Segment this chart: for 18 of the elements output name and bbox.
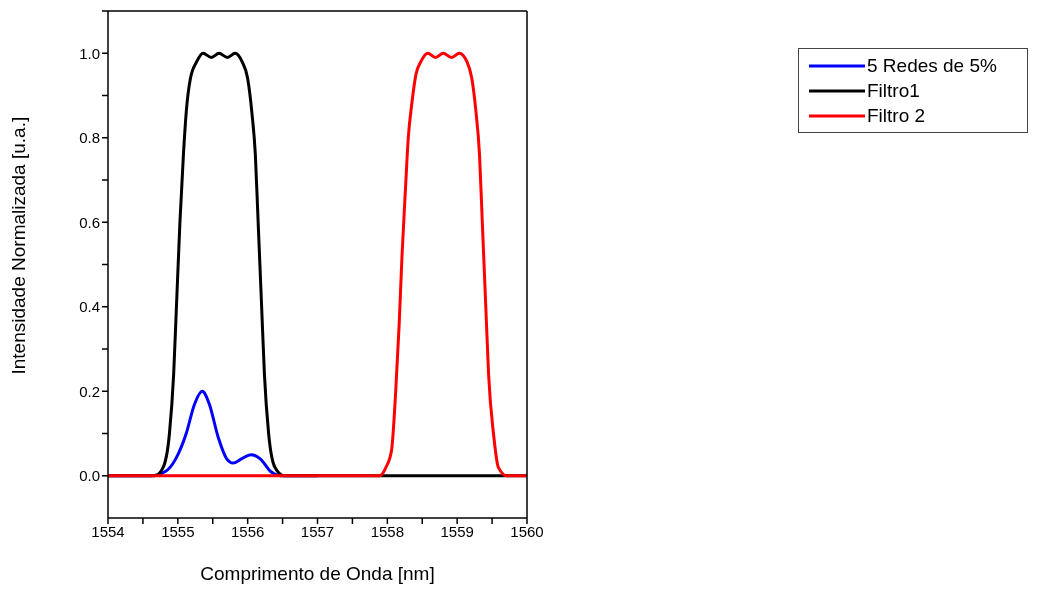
legend-label: 5 Redes de 5% xyxy=(867,54,997,77)
y-tick-label: 0.8 xyxy=(79,129,100,147)
y-tick-label: 0.4 xyxy=(79,298,100,316)
y-tick-label: 1.0 xyxy=(79,44,100,62)
x-tick-label: 1557 xyxy=(300,522,335,540)
x-tick-label: 1554 xyxy=(91,522,125,540)
x-tick-label: 1558 xyxy=(370,522,405,540)
y-axis-title: Intensidade Normalizada [u.a.] xyxy=(7,116,29,375)
x-tick-label: 1556 xyxy=(230,522,265,540)
x-tick-label: 1560 xyxy=(510,522,544,540)
x-tick-label: 1555 xyxy=(161,522,195,540)
x-tick-label: 1559 xyxy=(440,522,474,540)
y-tick-label: 0.0 xyxy=(79,467,100,485)
legend-label: Filtro 2 xyxy=(867,104,926,127)
y-tick-label: 0.2 xyxy=(79,382,100,400)
y-tick-label: 0.6 xyxy=(79,213,100,231)
x-axis-title: Comprimento de Onda [nm] xyxy=(200,563,435,584)
legend-label: Filtro1 xyxy=(867,79,920,102)
